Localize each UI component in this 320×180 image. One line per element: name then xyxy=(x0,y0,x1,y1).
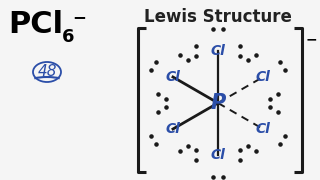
Text: Cl: Cl xyxy=(211,44,225,58)
Text: Cl: Cl xyxy=(165,122,180,136)
Text: −: − xyxy=(72,8,86,26)
Text: P: P xyxy=(210,93,226,113)
Text: Cl: Cl xyxy=(256,122,270,136)
Text: −: − xyxy=(306,32,318,46)
Text: Cl: Cl xyxy=(165,70,180,84)
Text: 48: 48 xyxy=(37,64,57,80)
Text: Lewis Structure: Lewis Structure xyxy=(144,8,292,26)
Text: Cl: Cl xyxy=(211,148,225,162)
Text: Cl: Cl xyxy=(256,70,270,84)
Text: PCl: PCl xyxy=(8,10,63,39)
Text: 6: 6 xyxy=(62,28,75,46)
